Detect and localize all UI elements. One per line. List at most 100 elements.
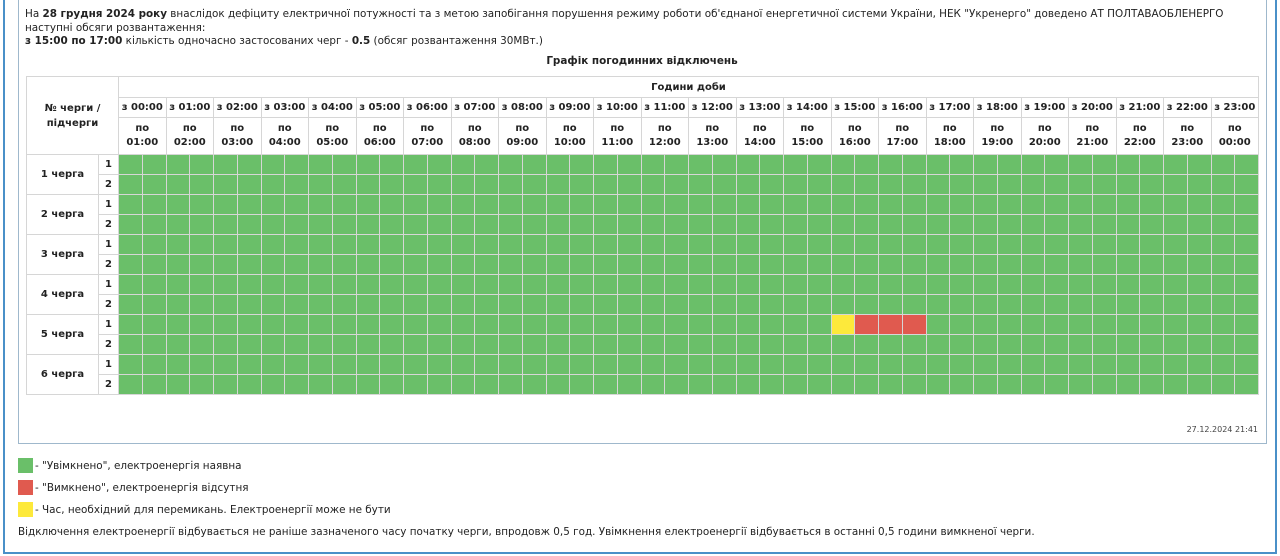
hour-start-label: з 08:00	[498, 97, 547, 118]
schedule-cell-on	[593, 314, 618, 335]
schedule-cell-on	[331, 294, 357, 315]
schedule-cell-on	[331, 314, 357, 335]
schedule-cell-on	[1115, 194, 1141, 215]
schedule-cell-on	[474, 194, 499, 215]
hour-start-label: з 03:00	[260, 97, 309, 118]
schedule-cell-on	[1210, 154, 1236, 175]
schedule-cell-on	[925, 174, 951, 195]
schedule-cell-on	[498, 194, 523, 215]
schedule-cell-on	[331, 174, 357, 195]
subqueue-number: 1	[98, 314, 119, 335]
schedule-cell-on	[189, 294, 214, 315]
hour-end-prefix: по	[1037, 123, 1052, 134]
schedule-cell-on	[545, 234, 571, 255]
schedule-cell-on	[1163, 194, 1188, 215]
schedule-cell-on	[1091, 174, 1117, 195]
schedule-cell-on	[1044, 274, 1069, 295]
schedule-cell-on	[141, 194, 167, 215]
schedule-cell-on	[1210, 294, 1236, 315]
schedule-cell-on	[1091, 214, 1117, 235]
schedule-cell-on	[236, 294, 262, 315]
hour-start-label: з 16:00	[878, 97, 927, 118]
schedule-cell-on	[260, 354, 286, 375]
hour-end-label: по 12:00	[640, 117, 689, 155]
schedule-cell-on	[1163, 374, 1188, 395]
schedule-cell-on	[783, 234, 808, 255]
schedule-cell-on	[545, 374, 571, 395]
schedule-cell-on	[711, 354, 737, 375]
schedule-cell-on	[949, 194, 974, 215]
schedule-cell-on	[973, 354, 998, 375]
schedule-cell-on	[403, 154, 428, 175]
schedule-cell-on	[260, 334, 286, 355]
schedule-cell-on	[355, 154, 381, 175]
hour-end-time: 10:00	[553, 137, 586, 148]
schedule-cell-on	[759, 294, 784, 315]
hour-end-label: по 02:00	[165, 117, 214, 155]
hour-start-label: з 11:00	[640, 97, 689, 118]
schedule-cell-on	[688, 174, 713, 195]
schedule-cell-on	[1091, 294, 1117, 315]
schedule-cell-on	[474, 234, 499, 255]
schedule-cell-on	[1163, 234, 1188, 255]
schedule-cell-on	[474, 314, 499, 335]
schedule-cell-on	[1020, 194, 1046, 215]
schedule-cell-on	[189, 234, 214, 255]
schedule-cell-on	[498, 154, 523, 175]
schedule-cell-on	[403, 194, 428, 215]
hour-start-label: з 09:00	[545, 97, 594, 118]
schedule-cell-on	[403, 214, 428, 235]
schedule-title: Графік погодинних відключень	[546, 55, 738, 67]
schedule-cell-on	[165, 314, 191, 335]
schedule-cell-on	[1020, 294, 1046, 315]
schedule-cell-on	[878, 234, 903, 255]
schedule-cell-on	[118, 194, 143, 215]
schedule-cell-on	[379, 154, 404, 175]
schedule-cell-on	[973, 214, 998, 235]
queue-name: 2 черга	[26, 194, 99, 235]
hour-end-time: 09:00	[506, 137, 539, 148]
hour-end-time: 00:00	[1218, 137, 1251, 148]
hour-start-label: з 18:00	[973, 97, 1022, 118]
schedule-cell-on	[308, 154, 333, 175]
schedule-cell-on	[1091, 314, 1117, 335]
schedule-cell-on	[521, 194, 547, 215]
hour-end-time: 20:00	[1028, 137, 1061, 148]
schedule-cell-on	[379, 274, 404, 295]
schedule-cell-on	[1068, 314, 1093, 335]
schedule-cell-on	[711, 254, 737, 275]
schedule-cell-on	[1139, 374, 1164, 395]
subqueue-number: 1	[98, 154, 119, 175]
schedule-cell-on	[593, 194, 618, 215]
schedule-cell-on	[189, 254, 214, 275]
hour-end-prefix: по	[135, 123, 150, 134]
schedule-cell-on	[284, 334, 309, 355]
schedule-cell-on	[1163, 174, 1188, 195]
schedule-cell-on	[355, 234, 381, 255]
schedule-cell-on	[830, 234, 856, 255]
schedule-cell-on	[379, 214, 404, 235]
hour-end-time: 23:00	[1171, 137, 1204, 148]
hour-end-time: 07:00	[411, 137, 444, 148]
schedule-cell-on	[403, 174, 428, 195]
schedule-cell-on	[1139, 234, 1164, 255]
schedule-cell-on	[1186, 234, 1212, 255]
schedule-cell-on	[331, 374, 357, 395]
schedule-cell-on	[1186, 154, 1212, 175]
schedule-cell-on	[688, 314, 713, 335]
hour-end-label: по 11:00	[593, 117, 642, 155]
schedule-cell-on	[688, 294, 713, 315]
schedule-cell-on	[521, 294, 547, 315]
schedule-cell-on	[759, 334, 784, 355]
schedule-cell-on	[474, 274, 499, 295]
legend-swatch-on	[18, 458, 33, 473]
schedule-cell-on	[759, 274, 784, 295]
schedule-cell-on	[783, 274, 808, 295]
schedule-cell-on	[949, 374, 974, 395]
subqueue-number: 2	[98, 254, 119, 275]
schedule-cell-on	[1091, 254, 1117, 275]
schedule-cell-on	[640, 174, 666, 195]
schedule-cell-on	[141, 274, 167, 295]
schedule-cell-on	[616, 374, 642, 395]
schedule-cell-on	[141, 374, 167, 395]
